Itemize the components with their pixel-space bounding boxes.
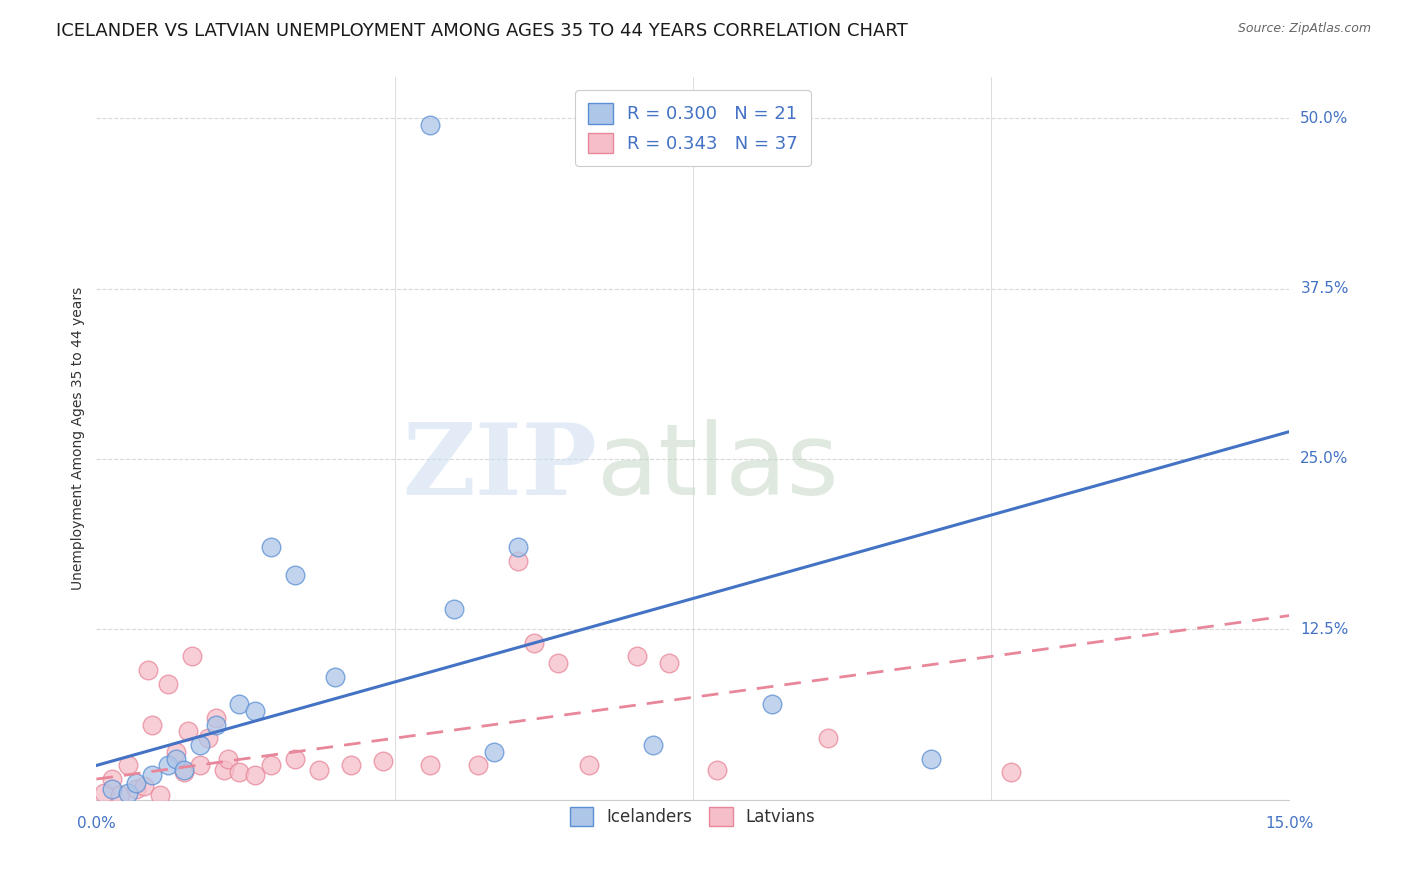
- Point: [506, 541, 529, 555]
- Point: [141, 717, 163, 731]
- Point: [506, 554, 529, 568]
- Point: [761, 697, 783, 711]
- Point: [101, 772, 124, 786]
- Point: [156, 676, 179, 690]
- Point: [101, 781, 124, 796]
- Text: 50.0%: 50.0%: [1301, 111, 1348, 126]
- Text: 0.0%: 0.0%: [77, 816, 115, 830]
- Point: [245, 704, 267, 718]
- Point: [141, 768, 163, 782]
- Point: [173, 763, 195, 777]
- Point: [340, 758, 363, 772]
- Point: [165, 745, 187, 759]
- Point: [371, 755, 394, 769]
- Point: [308, 763, 330, 777]
- Point: [419, 758, 441, 772]
- Point: [165, 752, 187, 766]
- Point: [641, 738, 664, 752]
- Point: [817, 731, 839, 746]
- Point: [228, 697, 250, 711]
- Point: [1000, 765, 1022, 780]
- Legend: Icelanders, Latvians: Icelanders, Latvians: [561, 798, 824, 835]
- Point: [177, 724, 200, 739]
- Point: [284, 752, 307, 766]
- Text: 37.5%: 37.5%: [1301, 281, 1348, 296]
- Point: [323, 670, 346, 684]
- Point: [658, 657, 681, 671]
- Text: Source: ZipAtlas.com: Source: ZipAtlas.com: [1237, 22, 1371, 36]
- Point: [260, 541, 283, 555]
- Point: [523, 636, 546, 650]
- Point: [93, 786, 115, 800]
- Point: [284, 567, 307, 582]
- Point: [245, 768, 267, 782]
- Text: 25.0%: 25.0%: [1301, 451, 1348, 467]
- Point: [188, 758, 211, 772]
- Point: [467, 758, 489, 772]
- Point: [443, 601, 465, 615]
- Point: [125, 781, 148, 796]
- Point: [125, 776, 148, 790]
- Text: 12.5%: 12.5%: [1301, 622, 1348, 637]
- Y-axis label: Unemployment Among Ages 35 to 44 years: Unemployment Among Ages 35 to 44 years: [72, 287, 86, 591]
- Point: [204, 711, 226, 725]
- Point: [920, 752, 942, 766]
- Point: [117, 758, 139, 772]
- Point: [482, 745, 505, 759]
- Point: [578, 758, 600, 772]
- Text: 15.0%: 15.0%: [1265, 816, 1313, 830]
- Point: [149, 789, 172, 803]
- Text: atlas: atlas: [598, 419, 839, 516]
- Point: [173, 765, 195, 780]
- Point: [108, 789, 131, 803]
- Point: [626, 649, 648, 664]
- Point: [117, 786, 139, 800]
- Point: [204, 717, 226, 731]
- Text: ZIP: ZIP: [402, 419, 598, 516]
- Point: [419, 118, 441, 132]
- Point: [136, 663, 159, 677]
- Point: [212, 763, 235, 777]
- Point: [260, 758, 283, 772]
- Point: [156, 758, 179, 772]
- Text: ICELANDER VS LATVIAN UNEMPLOYMENT AMONG AGES 35 TO 44 YEARS CORRELATION CHART: ICELANDER VS LATVIAN UNEMPLOYMENT AMONG …: [56, 22, 908, 40]
- Point: [188, 738, 211, 752]
- Point: [180, 649, 202, 664]
- Point: [217, 752, 239, 766]
- Point: [547, 657, 569, 671]
- Point: [228, 765, 250, 780]
- Point: [197, 731, 219, 746]
- Point: [706, 763, 728, 777]
- Point: [132, 779, 155, 793]
